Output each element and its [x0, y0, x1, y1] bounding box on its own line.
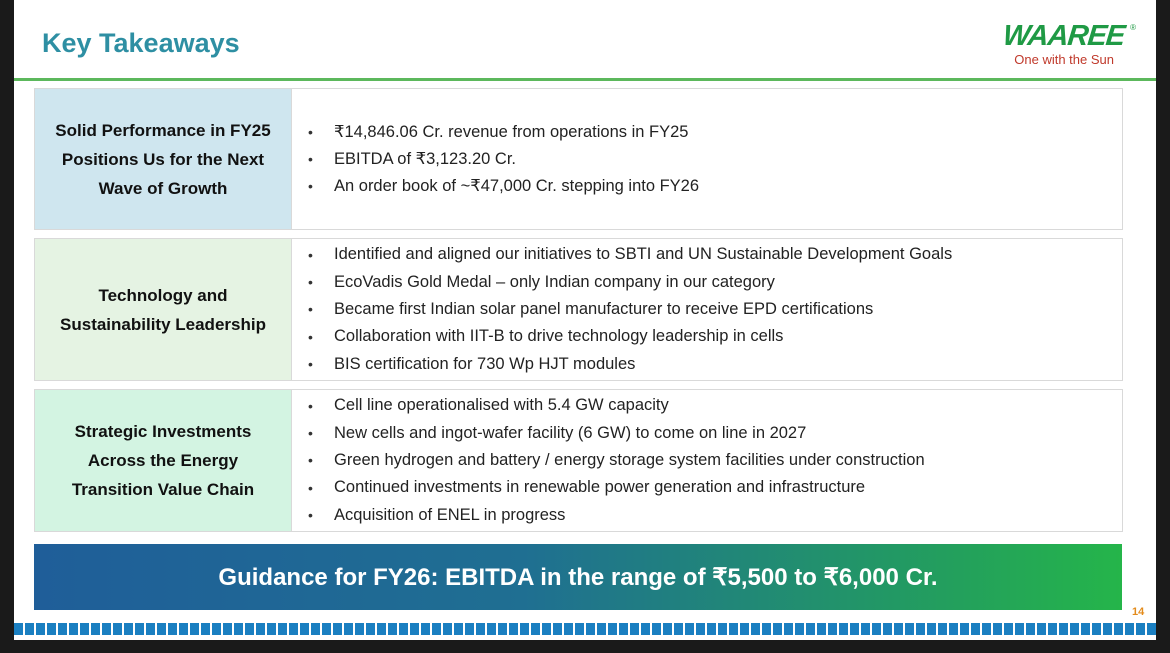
row-label-line: Transition Value Chain — [71, 480, 255, 499]
bullet-item: • Collaboration with IIT-B to drive techn… — [308, 323, 1122, 350]
bullet-dot-icon: • — [308, 507, 313, 524]
bullet-dot-icon: • — [308, 123, 313, 140]
row-label-line: Wave of Growth — [98, 178, 228, 198]
bullet-text: Cell line operationalised with 5.4 GW ca… — [334, 396, 669, 415]
bullet-item: • BIS certification for 730 Wp HJT module… — [308, 350, 1122, 377]
bullet-text: Acquisition of ENEL in progress — [334, 505, 566, 524]
bullet-dot-icon: • — [308, 397, 313, 414]
bullet-dot-icon: • — [308, 328, 313, 345]
row-bullets: • Identified and aligned our initiatives … — [292, 239, 1122, 380]
bullet-text: Continued investments in renewable power… — [334, 478, 866, 497]
header-divider — [14, 78, 1156, 81]
bullet-item: • Green hydrogen and battery / energy sto… — [308, 447, 1122, 474]
bullet-item: • Cell line operationalised with 5.4 GW c… — [308, 392, 1122, 419]
row-label: Technology and Sustainability Leadership — [35, 239, 292, 380]
waaree-logo: WAAREE ® One with the Sun — [974, 20, 1144, 72]
slide: Key Takeaways WAAREE ® One with the Sun … — [14, 0, 1156, 640]
row-label: Strategic Investments Across the Energy … — [35, 390, 292, 531]
row-label: Solid Performance in FY25 Positions Us f… — [35, 89, 292, 229]
bullet-text: Green hydrogen and battery / energy stor… — [334, 450, 925, 469]
row-label-line: Solid Performance in FY25 — [55, 120, 271, 140]
bullet-text: ₹14,846.06 Cr. revenue from operations i… — [334, 122, 689, 141]
row-bullets: • ₹14,846.06 Cr. revenue from operations … — [292, 89, 1122, 229]
bullet-item: • Acquisition of ENEL in progress — [308, 501, 1122, 528]
bullet-item: • Became first Indian solar panel manufac… — [308, 296, 1122, 323]
bullet-item: • ₹14,846.06 Cr. revenue from operations … — [308, 118, 1122, 145]
bullet-dot-icon: • — [308, 452, 313, 469]
bullet-dot-icon: • — [308, 356, 313, 373]
takeaway-row-technology: Technology and Sustainability Leadership… — [34, 238, 1123, 381]
page-number: 14 — [1132, 606, 1145, 618]
bullet-dot-icon: • — [308, 301, 313, 318]
row-label-line: Sustainability Leadership — [60, 314, 266, 334]
takeaway-row-performance: Solid Performance in FY25 Positions Us f… — [34, 88, 1123, 230]
bullet-item: • Identified and aligned our initiatives … — [308, 241, 1122, 268]
bullet-item: • New cells and ingot-wafer facility (6 G… — [308, 420, 1122, 447]
bullet-text: EBITDA of ₹3,123.20 Cr. — [334, 149, 517, 168]
bullet-item: • EBITDA of ₹3,123.20 Cr. — [308, 145, 1122, 172]
bullet-dot-icon: • — [308, 479, 313, 496]
guidance-banner: Guidance for FY26: EBITDA in the range o… — [34, 544, 1122, 610]
takeaway-row-investments: Strategic Investments Across the Energy … — [34, 389, 1123, 532]
row-bullets: • Cell line operationalised with 5.4 GW c… — [292, 390, 1122, 531]
bullet-text: Collaboration with IIT-B to drive techno… — [334, 327, 784, 346]
bullet-dot-icon: • — [308, 425, 313, 442]
bullet-text: New cells and ingot-wafer facility (6 GW… — [334, 423, 807, 442]
bullet-item: • An order book of ~₹47,000 Cr. stepping … — [308, 173, 1122, 200]
bullet-item: • EcoVadis Gold Medal – only Indian compa… — [308, 269, 1122, 296]
slide-title: Key Takeaways — [42, 28, 240, 58]
row-label-line: Across the Energy — [87, 451, 239, 470]
bullet-dot-icon: • — [308, 246, 313, 263]
bullet-text: An order book of ~₹47,000 Cr. stepping i… — [334, 177, 700, 196]
bullet-text: BIS certification for 730 Wp HJT modules — [334, 354, 636, 373]
bullet-text: Became first Indian solar panel manufact… — [334, 299, 874, 318]
row-label-line: Positions Us for the Next — [61, 149, 265, 169]
bullet-item: • Continued investments in renewable powe… — [308, 474, 1122, 501]
bullet-dot-icon: • — [308, 274, 313, 291]
logo-tagline: One with the Sun — [1014, 52, 1114, 67]
bullet-text: EcoVadis Gold Medal – only Indian compan… — [334, 272, 775, 291]
logo-wordmark: WAAREE — [1001, 20, 1126, 52]
row-label-line: Technology and — [98, 285, 228, 305]
bullet-text: Identified and aligned our initiatives t… — [334, 245, 953, 264]
registered-mark: ® — [1130, 23, 1136, 32]
bullet-dot-icon: • — [308, 178, 313, 195]
bullet-dot-icon: • — [308, 150, 313, 167]
row-label-line: Strategic Investments — [74, 422, 252, 441]
footer-segment-bar — [14, 623, 1156, 635]
